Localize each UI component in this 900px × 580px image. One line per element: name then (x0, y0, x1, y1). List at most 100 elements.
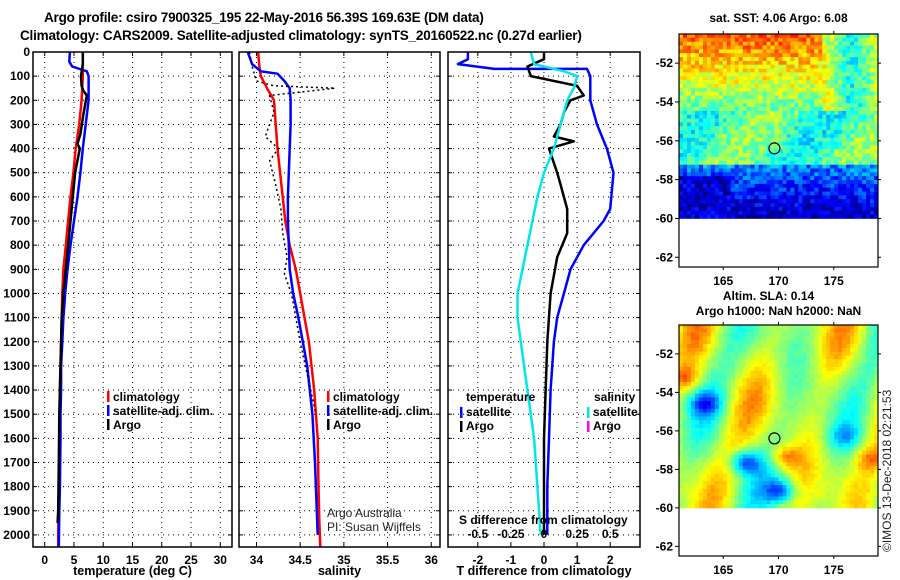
map-cell (826, 344, 831, 349)
map-cell (866, 76, 871, 81)
map-cell (698, 446, 704, 452)
map-cell (758, 477, 763, 482)
map-cell (730, 206, 736, 212)
map-cell (718, 87, 724, 92)
map-cell (679, 332, 684, 337)
map-cell (746, 80, 752, 85)
map-cell (730, 130, 736, 135)
map-cell (778, 76, 783, 81)
map-cell (870, 454, 875, 459)
map-cell (738, 49, 744, 54)
map-cell (830, 439, 835, 444)
map-cell (694, 195, 700, 200)
map-cell (698, 41, 704, 46)
map-cell (698, 401, 704, 406)
map-cell (687, 34, 692, 39)
map-cell (722, 325, 728, 330)
map-cell (806, 210, 811, 215)
map-cell (754, 351, 759, 356)
map-cell (786, 206, 791, 212)
map-cell (874, 393, 879, 398)
map-cell (846, 420, 851, 425)
map-cell (846, 344, 851, 349)
map-cell (746, 126, 752, 131)
map-cell (838, 454, 843, 459)
map-cell (850, 64, 855, 69)
map-cell (830, 492, 835, 497)
map-cell (782, 488, 787, 493)
map-cell (858, 60, 863, 66)
map-cell (866, 68, 871, 73)
map-cell (814, 462, 819, 467)
map-cell (798, 351, 803, 356)
map-cell (742, 206, 748, 212)
map-cell (694, 351, 700, 356)
map-cell (702, 450, 708, 455)
map-cell (870, 64, 875, 69)
map-cell (790, 168, 795, 173)
map-cell (830, 408, 835, 413)
map-cell (850, 57, 855, 62)
map-cell (798, 393, 803, 398)
map-cell (834, 149, 839, 154)
map-cell (766, 168, 771, 173)
map-cell (702, 325, 708, 330)
map-cell (754, 412, 759, 417)
map-cell (834, 126, 839, 131)
map-cell (694, 492, 700, 497)
map-cell (687, 374, 692, 379)
map-cell (694, 393, 700, 398)
map-cell (826, 34, 831, 39)
map-cell (850, 420, 855, 425)
map-cell (706, 210, 712, 215)
map-cell (806, 435, 811, 440)
map-cell (702, 141, 708, 146)
map-cell (679, 363, 684, 368)
map-cell (846, 332, 851, 337)
map-cell (798, 95, 803, 100)
map-cell (862, 199, 867, 204)
map-cell (746, 76, 752, 81)
map-cell (802, 107, 807, 112)
map-cell (846, 431, 851, 436)
map-cell (710, 145, 716, 150)
map-cell (874, 420, 879, 425)
map-cell (830, 355, 835, 360)
map-cell (679, 72, 684, 77)
map-cell (750, 473, 755, 478)
map-cell (738, 68, 744, 73)
map-cell (742, 191, 748, 196)
map-cell (866, 103, 871, 108)
map-cell (679, 49, 684, 54)
map-cell (834, 374, 839, 379)
map-cell (822, 68, 827, 73)
map-cell (758, 195, 763, 200)
map-cell (738, 34, 744, 39)
map-cell (822, 126, 827, 131)
map-cell (698, 49, 704, 54)
map-cell (690, 191, 696, 196)
map-cell (683, 401, 688, 406)
map-cell (854, 386, 859, 391)
map-cell (874, 153, 879, 158)
map-cell (818, 351, 823, 356)
map-cell (714, 458, 720, 463)
map-cell (774, 37, 779, 42)
map-cell (810, 103, 815, 108)
map-cell (770, 149, 775, 154)
map-cell (834, 87, 839, 92)
y-tick-label: 700 (10, 214, 30, 228)
map-cell (694, 191, 700, 196)
map-cell (726, 328, 732, 333)
map-cell (770, 431, 775, 436)
map-cell (750, 416, 755, 421)
map-cell (718, 462, 724, 467)
map-cell (806, 340, 811, 345)
map-cell (742, 378, 748, 383)
map-cell (690, 214, 696, 219)
map-cell (766, 49, 771, 54)
map-cell (802, 199, 807, 204)
map-cell (734, 374, 740, 379)
map-cell (794, 366, 799, 372)
map-cell (690, 336, 696, 341)
